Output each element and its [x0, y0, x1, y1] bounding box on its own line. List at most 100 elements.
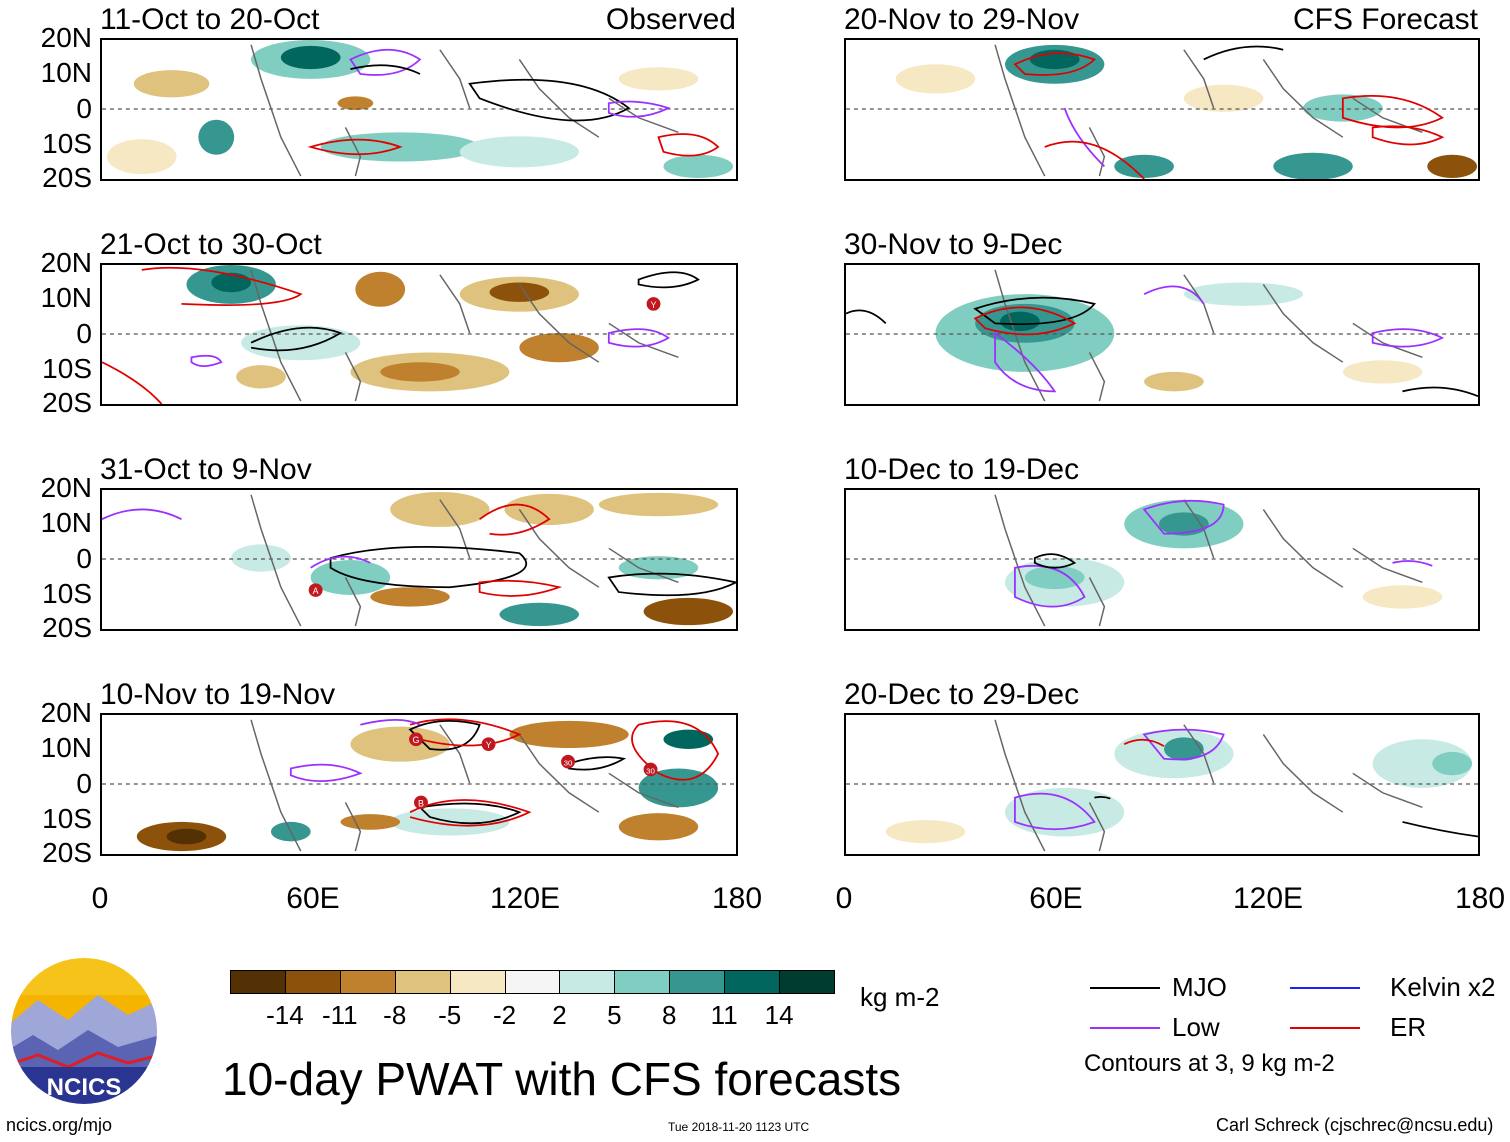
colorbar-swatch	[504, 970, 561, 994]
x-tick-60e-left: 60E	[286, 882, 340, 915]
y-tick-10n-2: 10N	[40, 282, 92, 313]
colorbar-swatch	[339, 970, 396, 994]
colorbar-swatch	[394, 970, 451, 994]
colorbar-swatch	[230, 970, 286, 994]
er-legend-label: ER	[1390, 1012, 1427, 1042]
panel-title-7: 10-Dec to 19-Dec	[844, 453, 1080, 486]
storm-marker-label: 30	[564, 759, 573, 768]
pwat-map-1	[102, 40, 736, 179]
panel-title-1: 11-Oct to 20-Oct	[100, 3, 320, 36]
map-panel-4: G Y 30 30 B	[100, 713, 738, 856]
map-panel-3: A	[100, 488, 738, 631]
y-tick-20s-4: 20S	[42, 837, 92, 868]
map-panel-6	[844, 263, 1480, 406]
map-panel-5	[844, 38, 1480, 181]
x-tick-120e-left: 120E	[489, 882, 561, 915]
colorbar-tick-label: -14	[266, 1000, 304, 1030]
y-tick-10s-1: 10S	[42, 128, 92, 159]
footer-url: ncics.org/mjo	[6, 1115, 113, 1135]
footer-timestamp: Tue 2018-11-20 1123 UTC	[668, 1120, 810, 1134]
cfs-forecast-label: CFS Forecast	[1292, 3, 1478, 36]
storm-marker-label: Y	[651, 300, 657, 310]
pwat-map-5	[846, 44, 1478, 179]
y-tick-eq-2: 0	[76, 318, 92, 349]
y-tick-eq-3: 0	[76, 543, 92, 574]
x-tick-60e-right: 60E	[1029, 882, 1083, 915]
colorbar	[230, 970, 835, 994]
main-title: 10-day PWAT with CFS forecasts	[222, 1053, 902, 1105]
colorbar-tick-label: 5	[607, 1000, 622, 1030]
storm-marker-label: G	[413, 735, 420, 745]
x-tick-0-right: 0	[835, 882, 853, 915]
ncics-logo-text: NCICS	[47, 1074, 122, 1101]
colorbar-tick-label: -5	[438, 1000, 462, 1030]
y-tick-20n-3: 20N	[40, 472, 92, 503]
colorbar-tick-label: 2	[552, 1000, 567, 1030]
x-tick-120e-right: 120E	[1232, 882, 1304, 915]
panel-title-6: 30-Nov to 9-Dec	[844, 228, 1063, 261]
colorbar-tick-label: 8	[662, 1000, 677, 1030]
kelvin-legend-label: Kelvin x2	[1390, 972, 1496, 1002]
y-tick-20s-2: 20S	[42, 387, 92, 418]
x-tick-180-left: 180	[711, 882, 763, 915]
colorbar-units: kg m-2	[860, 982, 940, 1012]
colorbar-swatch	[669, 970, 726, 994]
mjo-legend-label: MJO	[1172, 972, 1227, 1002]
colorbar-swatch	[449, 970, 506, 994]
map-panel-2: Y	[100, 263, 738, 406]
y-tick-10n-1: 10N	[40, 57, 92, 88]
storm-marker-label: Y	[486, 740, 492, 750]
y-tick-10n-4: 10N	[40, 732, 92, 763]
panel-title-5: 20-Nov to 29-Nov	[844, 3, 1080, 36]
colorbar-swatch	[724, 970, 781, 994]
x-tick-0-left: 0	[91, 882, 109, 915]
storm-marker	[409, 732, 423, 747]
map-panel-7	[844, 488, 1480, 631]
low-legend-line	[1090, 1027, 1160, 1029]
colorbar-tick-label: 14	[764, 1000, 794, 1030]
map-panel-8	[844, 713, 1480, 856]
y-tick-eq-4: 0	[76, 768, 92, 799]
y-tick-20n-2: 20N	[40, 247, 92, 278]
y-tick-10s-2: 10S	[42, 353, 92, 384]
y-tick-10n-3: 10N	[40, 507, 92, 538]
storm-marker	[643, 762, 658, 777]
storm-marker-label: 30	[646, 766, 655, 775]
kelvin-legend-line	[1290, 987, 1360, 989]
y-tick-20s-1: 20S	[42, 162, 92, 193]
storm-marker-label: A	[313, 586, 319, 596]
storm-marker-label: B	[418, 798, 424, 808]
low-legend-label: Low	[1172, 1012, 1220, 1042]
storm-marker	[646, 297, 661, 311]
pwat-map-3: A	[102, 491, 736, 627]
y-tick-10s-3: 10S	[42, 578, 92, 609]
y-tick-20n-4: 20N	[40, 697, 92, 728]
storm-marker	[308, 583, 323, 597]
pwat-map-2: Y	[102, 265, 736, 404]
panel-title-8: 20-Dec to 29-Dec	[844, 678, 1080, 711]
colorbar-tick-label: 11	[710, 1000, 738, 1030]
colorbar-tick-label: -8	[383, 1000, 407, 1030]
storm-marker	[414, 795, 428, 810]
contours-note: Contours at 3, 9 kg m-2	[1084, 1050, 1335, 1077]
pwat-map-7	[846, 494, 1478, 627]
colorbar-tick-label: -11	[321, 1000, 358, 1030]
x-tick-180-right: 180	[1454, 882, 1506, 915]
panel-title-2: 21-Oct to 30-Oct	[100, 228, 322, 261]
colorbar-swatch	[614, 970, 671, 994]
colorbar-tick-label: -2	[492, 1000, 517, 1030]
panel-title-3: 31-Oct to 9-Nov	[100, 453, 312, 486]
pwat-map-4: G Y 30 30 B	[102, 718, 736, 852]
pwat-map-8	[846, 719, 1478, 852]
storm-marker	[561, 754, 576, 769]
pwat-map-6	[846, 269, 1478, 402]
ncics-logo: NCICS	[8, 955, 160, 1107]
mjo-legend-line	[1090, 987, 1160, 989]
colorbar-swatch	[559, 970, 616, 994]
y-tick-20n-1: 20N	[40, 22, 92, 53]
storm-marker	[481, 737, 496, 751]
observed-label: Observed	[605, 3, 736, 36]
colorbar-swatch	[284, 970, 341, 994]
y-tick-eq-1: 0	[76, 93, 92, 124]
colorbar-swatch	[779, 970, 835, 994]
